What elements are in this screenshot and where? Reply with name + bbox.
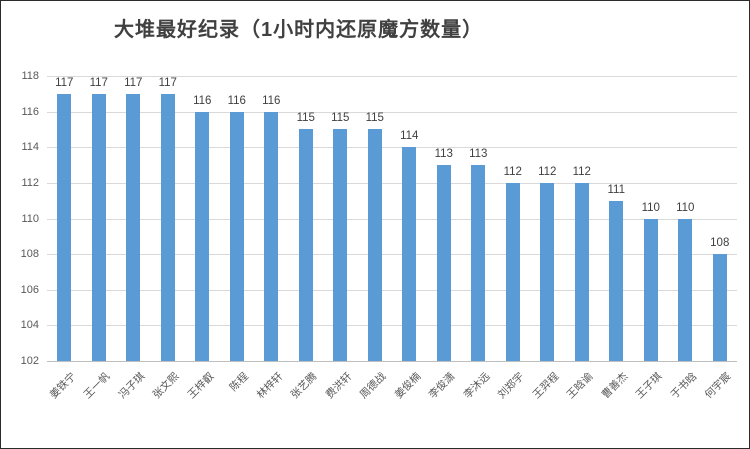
bar-value-label: 117 <box>89 76 108 89</box>
bar <box>264 111 279 361</box>
bar-value-label: 113 <box>434 148 453 161</box>
bar <box>298 129 313 361</box>
bar <box>57 93 72 361</box>
gridline <box>47 325 737 327</box>
bar-value-label: 110 <box>676 201 695 214</box>
x-category-label-text: 冯子琪 <box>116 370 148 402</box>
gridline <box>47 76 737 77</box>
bar-value-label: 116 <box>262 94 281 107</box>
bar <box>574 182 589 361</box>
bar-value-label: 116 <box>193 94 212 107</box>
bar <box>333 129 348 361</box>
plot-area: 117 117 117 117 116 116 116 115 115 115 114 113 113 1… <box>47 76 737 362</box>
gridline <box>47 182 737 184</box>
x-category-label-text: 费洪轩 <box>323 370 355 402</box>
bar-value-label: 111 <box>607 183 625 196</box>
bar-value-label: 110 <box>641 201 660 214</box>
bar-value-label: 117 <box>55 76 74 89</box>
x-category-label-text: 王羿程 <box>530 370 562 402</box>
y-tick-label: 110 <box>21 212 39 225</box>
bar-value-label: 117 <box>158 76 177 89</box>
x-category-label-text: 周德战 <box>357 370 389 402</box>
x-category-label-text: 姜俊楠 <box>392 370 424 402</box>
y-tick-label: 106 <box>20 283 39 296</box>
x-category-label-text: 李俊潇 <box>426 370 458 402</box>
bar <box>195 111 210 361</box>
gridline <box>47 289 737 291</box>
bar-value-label: 113 <box>469 148 488 161</box>
y-tick-label: 118 <box>21 70 39 82</box>
bar <box>471 165 486 361</box>
x-category-label-text: 王晗谕 <box>564 370 596 402</box>
bar-value-label: 115 <box>331 112 350 125</box>
y-tick-label: 102 <box>20 355 39 367</box>
y-tick-label: 108 <box>20 248 39 261</box>
x-category-label-text: 李沐远 <box>461 370 493 402</box>
chart-title: 大堆最好纪录（1小时内还原魔方数量） <box>114 19 484 41</box>
gridline <box>47 218 737 220</box>
bar-value-label: 117 <box>124 76 143 89</box>
bar <box>712 254 727 361</box>
bar-value-label: 114 <box>400 130 419 143</box>
bar <box>126 93 141 361</box>
bar-value-label: 115 <box>296 112 315 125</box>
x-category-label-text: 姜铁宁 <box>47 370 79 402</box>
bar <box>505 182 520 361</box>
x-category-label-text: 何宇宸 <box>702 370 734 402</box>
bar <box>609 200 624 361</box>
bar-value-label: 115 <box>365 112 384 125</box>
bar <box>367 129 382 361</box>
y-tick-label: 104 <box>20 319 39 332</box>
bar-value-label: 108 <box>710 237 730 250</box>
x-category-label-text: 王子琪 <box>633 370 665 402</box>
bar-value-label: 112 <box>538 165 557 178</box>
y-tick-label: 114 <box>21 141 39 154</box>
bar-value-label: 112 <box>503 165 522 178</box>
bar <box>229 111 244 361</box>
x-category-label-text: 陈程 <box>227 370 251 394</box>
bar <box>678 218 693 361</box>
x-category-label-text: 刘郑宇 <box>495 370 527 402</box>
x-category-label-text: 王一帆 <box>81 370 113 402</box>
gridline <box>47 147 737 149</box>
bar <box>402 147 417 361</box>
bar <box>160 93 175 361</box>
bar <box>643 218 658 361</box>
y-tick-label: 112 <box>21 176 39 189</box>
bar-value-label: 116 <box>227 94 246 107</box>
bar-value-label: 112 <box>572 165 591 178</box>
bar <box>436 165 451 361</box>
bar <box>540 182 555 361</box>
x-category-label-text: 张文熙 <box>150 370 182 402</box>
x-axis-line <box>47 361 737 362</box>
bar <box>91 93 106 361</box>
x-category-label-text: 曹善杰 <box>599 370 631 402</box>
y-tick-label: 116 <box>21 105 39 118</box>
x-category-label-text: 王梓叡 <box>185 370 217 402</box>
x-category-label-text: 林梓轩 <box>254 370 286 402</box>
gridline <box>47 254 737 256</box>
x-category-label-text: 张艺腾 <box>288 370 320 402</box>
x-category-label-text: 于书晗 <box>668 370 700 402</box>
gridline <box>47 111 737 113</box>
